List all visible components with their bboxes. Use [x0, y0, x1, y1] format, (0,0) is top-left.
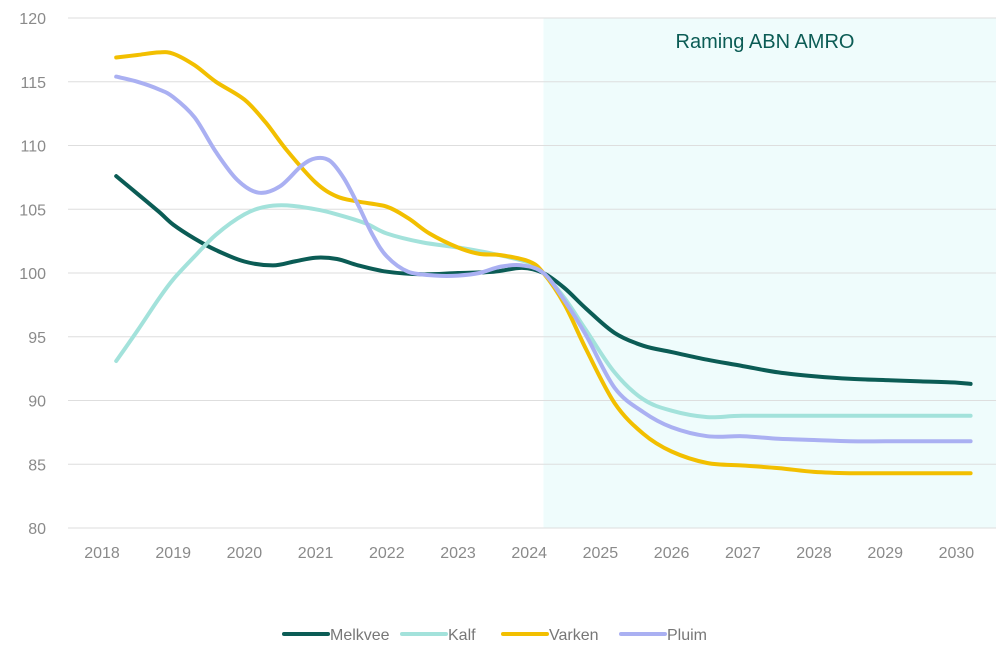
legend-label: Varken: [549, 627, 599, 644]
y-tick-label: 100: [19, 266, 46, 283]
x-tick-label: 2022: [369, 545, 405, 562]
forecast-region-label: Raming ABN AMRO: [676, 31, 855, 53]
y-axis-tick-labels: 80 85 90 95 100 105 110 115 120: [19, 11, 46, 538]
x-tick-label: 2030: [939, 545, 975, 562]
y-tick-label: 95: [28, 330, 46, 347]
y-tick-label: 105: [19, 202, 46, 219]
grid-lines: [68, 17, 996, 529]
legend: Melkvee Kalf Varken Pluim: [282, 627, 707, 644]
x-tick-label: 2021: [298, 545, 334, 562]
series-line-pluim: [114, 74, 973, 444]
y-tick-label: 120: [19, 11, 46, 28]
x-tick-label: 2020: [227, 545, 263, 562]
x-tick-label: 2023: [440, 545, 476, 562]
legend-label: Kalf: [448, 627, 476, 644]
series-lines: [114, 50, 973, 476]
x-axis-tick-labels: 2018 2019 2020 2021 2022 2023 2024 2025 2026 2027…: [84, 545, 974, 562]
legend-label: Pluim: [667, 627, 707, 644]
x-tick-label: 2019: [155, 545, 191, 562]
x-tick-label: 2018: [84, 545, 120, 562]
x-tick-label: 2024: [511, 545, 547, 562]
legend-label: Melkvee: [330, 627, 390, 644]
y-tick-label: 80: [28, 521, 46, 538]
x-tick-label: 2025: [583, 545, 619, 562]
y-tick-label: 110: [20, 139, 46, 156]
x-tick-label: 2029: [867, 545, 903, 562]
x-tick-label: 2027: [725, 545, 761, 562]
y-tick-label: 85: [28, 457, 46, 474]
x-tick-label: 2026: [654, 545, 690, 562]
x-tick-label: 2028: [796, 545, 832, 562]
y-tick-label: 115: [20, 75, 46, 92]
series-line-varken: [114, 50, 973, 476]
series-line-melkvee: [114, 174, 973, 386]
y-tick-label: 90: [28, 394, 46, 411]
